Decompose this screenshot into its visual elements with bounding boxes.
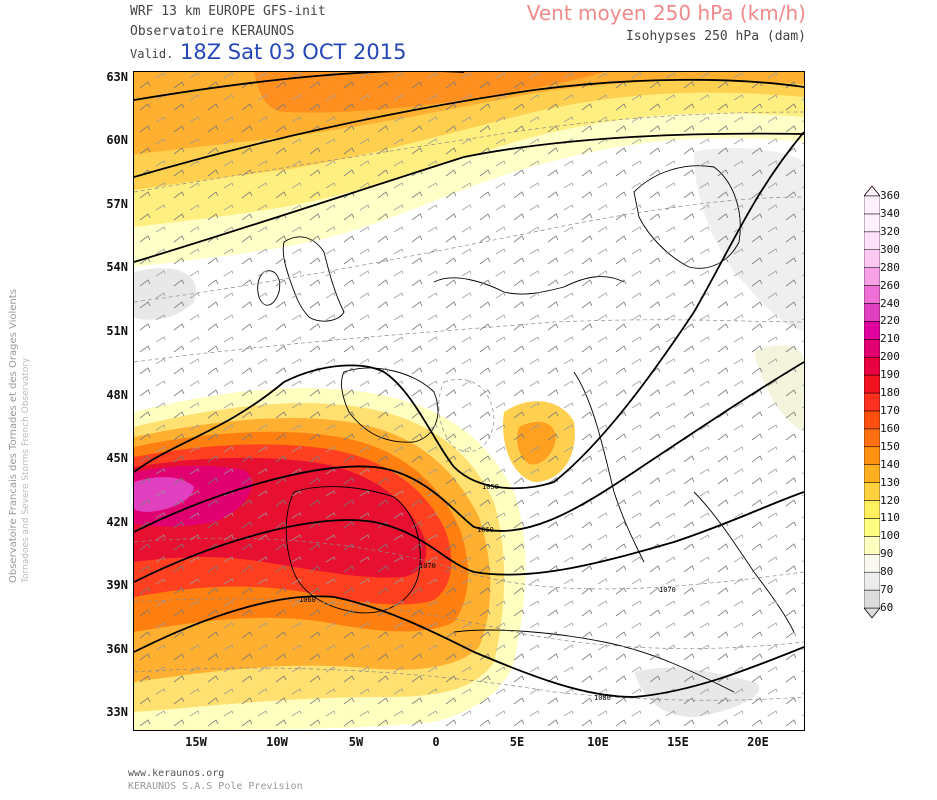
colorbar-cell <box>864 554 880 573</box>
colorbar-cell <box>864 213 880 233</box>
colorbar-cell <box>864 464 880 483</box>
colorbar-label: 320 <box>880 224 900 238</box>
colorbar-cell <box>864 339 880 358</box>
lon-label: 10E <box>587 735 609 749</box>
colorbar-cell <box>864 356 880 376</box>
wind-barbs <box>134 72 804 730</box>
colorbar-cell <box>864 589 880 609</box>
colorbar-cell <box>864 374 880 394</box>
colorbar-cell <box>864 518 880 537</box>
weather-map: 1050 1060 1070 1060 1070 1080 <box>133 71 805 731</box>
colorbar-cell <box>864 571 880 591</box>
lat-label: 54N <box>106 260 128 274</box>
colorbar-cell <box>864 249 880 268</box>
colorbar-label: 100 <box>880 529 900 543</box>
colorbar-cell <box>864 303 880 322</box>
colorbar-label: 140 <box>880 457 900 471</box>
colorbar-cell <box>864 500 880 519</box>
colorbar-cell <box>864 536 880 555</box>
lon-label: 20E <box>747 735 769 749</box>
colorbar-label: 170 <box>880 404 900 417</box>
lon-label: 15E <box>667 735 689 749</box>
colorbar-cell <box>864 231 880 250</box>
colorbar-label: 300 <box>880 242 900 256</box>
lat-label: 60N <box>106 133 128 147</box>
valid-time: 18Z Sat 03 OCT 2015 <box>180 40 407 64</box>
colorbar-min-arrow <box>864 607 880 618</box>
isohypse-label: 1050 <box>482 483 499 491</box>
colorbar-cell <box>864 285 880 304</box>
colorbar-label: 70 <box>880 583 894 597</box>
colorbar-cell <box>864 428 880 448</box>
lon-label: 5E <box>509 735 525 749</box>
isotachs <box>134 111 804 701</box>
colorbar-cell <box>864 392 880 412</box>
colorbar-label: 280 <box>880 260 900 274</box>
colorbar-label: 160 <box>880 421 900 435</box>
colorbar-label: 360 <box>880 189 900 202</box>
colorbar-cell <box>864 410 880 430</box>
side-credit: Observatoire Francais des Tornades et de… <box>8 183 32 583</box>
colorbar-label: 130 <box>880 475 900 489</box>
colorbar-label: 210 <box>880 332 900 346</box>
lon-label: 15W <box>185 735 207 749</box>
colorbar-label: 120 <box>880 493 900 507</box>
lat-label: 33N <box>106 705 128 719</box>
colorbar-cell <box>864 195 880 215</box>
lon-label: 10W <box>266 735 288 749</box>
colorbar-label: 150 <box>880 439 900 453</box>
isohypse-label: 1070 <box>659 586 676 594</box>
isohypse-label: 1070 <box>419 562 436 570</box>
footer-company: KERAUNOS S.A.S Pole Prevision <box>128 781 303 792</box>
colorbar-label: 60 <box>880 601 894 614</box>
colorbar-label: 340 <box>880 206 900 220</box>
colorbar-cell <box>864 482 880 501</box>
isohypses <box>134 72 804 698</box>
lon-label: 5W <box>348 735 364 749</box>
isohypse-label: 1060 <box>477 526 494 534</box>
valid-label: Valid. <box>130 47 174 61</box>
colorbar-cell <box>864 321 880 340</box>
colorbar-label: 240 <box>880 296 900 310</box>
lat-label: 39N <box>106 578 128 592</box>
lon-label: 0 <box>432 735 440 749</box>
isohypse-label-group: 1050 1060 1070 1060 1070 1080 <box>299 483 676 702</box>
colorbar-max-arrow <box>864 186 880 197</box>
model-description: WRF 13 km EUROPE GFS-init <box>130 4 326 19</box>
lat-label: 51N <box>106 324 128 338</box>
colorbar-label: 190 <box>880 368 900 382</box>
isohypse-label: 1080 <box>594 694 611 702</box>
colorbar <box>864 186 880 618</box>
lat-label: 45N <box>106 451 128 465</box>
colorbar-label: 80 <box>880 565 894 579</box>
colorbar-label: 110 <box>880 511 900 525</box>
colorbar-label: 180 <box>880 386 900 399</box>
wind-field-svg: 1050 1060 1070 1060 1070 1080 <box>134 72 804 730</box>
lat-label: 57N <box>106 197 128 211</box>
colorbar-label: 90 <box>880 547 894 561</box>
organization-name: Observatoire KERAUNOS <box>130 24 295 39</box>
lat-label: 63N <box>106 70 128 84</box>
lat-label: 48N <box>106 388 128 402</box>
isohypse-label: 1060 <box>299 596 316 604</box>
colorbar-label: 260 <box>880 278 900 292</box>
lat-label: 36N <box>106 642 128 656</box>
field-subtitle: Isohypses 250 hPa (dam) <box>625 29 806 44</box>
field-title: Vent moyen 250 hPa (km/h) <box>526 1 806 25</box>
colorbar-label: 200 <box>880 350 900 364</box>
colorbar-cell <box>864 267 880 286</box>
lat-label: 42N <box>106 515 128 529</box>
side-credit-line2: Tornadoes and Severe Storms French Obser… <box>21 357 31 583</box>
side-credit-line1: Observatoire Francais des Tornades et de… <box>8 289 19 583</box>
colorbar-cell <box>864 446 880 465</box>
footer-url: www.keraunos.org <box>128 768 225 779</box>
colorbar-label: 220 <box>880 314 900 328</box>
